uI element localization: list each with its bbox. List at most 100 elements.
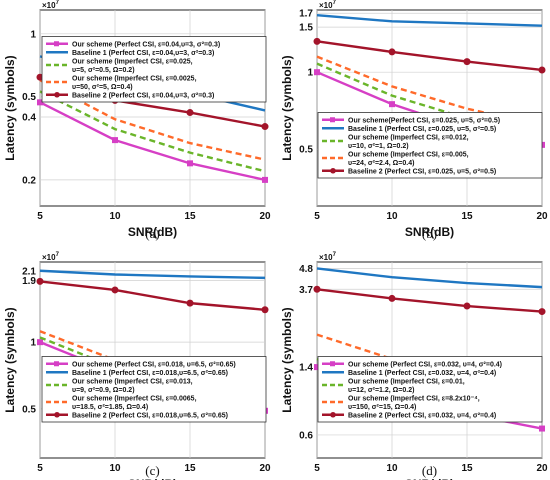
series-point-5 (111, 286, 119, 294)
x-axis-label: SNR(dB) (405, 225, 454, 239)
legend-entry-4: Our scheme (Imperfect CSI, ε=0.005, (348, 152, 469, 159)
legend-entry-5: Baseline 2 (Perfect CSI, ε=0.032, υ=4, σ… (348, 413, 496, 420)
series-point-5 (463, 302, 471, 310)
legend-entry-3: Our scheme (Imperfect CSI, ε=0.01, (348, 379, 465, 386)
series-point-5 (261, 123, 269, 131)
legend-entry-3: υ=5, σ²=0.5, Ω=0.2) (72, 67, 135, 74)
x-tick-label: 15 (461, 463, 473, 474)
legend-entry-2: Baseline 1 (Perfect CSI, ε=0.025, υ=5, σ… (348, 126, 496, 133)
x-tick-label: 15 (461, 211, 473, 222)
x-axis-label: SNR(dB) (128, 225, 177, 239)
legend-marker (54, 411, 60, 418)
series-point-5 (538, 308, 546, 316)
legend-entry-1: Our scheme (Perfect CSI, ε=0.04,υ=3, σ²=… (72, 42, 220, 49)
legend-box (317, 112, 543, 179)
chart-panel-a: 5 10 15 20 0.2 0.4 0.5 1 ×107 SNR(dB) Latency (sym… (3, 0, 271, 241)
panel-caption: (b) (422, 226, 437, 241)
legend: Our scheme (Perfect CSI, ε=0.032, υ=4, σ… (317, 356, 543, 423)
panel-caption: (c) (145, 463, 159, 478)
series-point-5 (388, 294, 396, 302)
legend-marker (330, 361, 335, 367)
x-tick-label: 15 (184, 211, 196, 222)
legend-entry-4: Our scheme (Imperfect CSI, ε=8.2x10⁻⁴, (348, 396, 480, 403)
legend-box (41, 356, 267, 423)
x-tick-label: 5 (37, 211, 43, 222)
chart-panel-d: 5 10 15 20 0.6 1.4 3.7 4.8 ×107 SNR(dB) Latency (s… (280, 252, 548, 480)
legend-entry-5: Baseline 2 (Perfect CSI, ε=0.025, υ=5, σ… (348, 169, 496, 176)
series-line-2 (316, 14, 543, 27)
series-point-1 (112, 137, 118, 144)
series-line-5 (316, 288, 543, 313)
legend-entry-3: υ=10, σ²=1, Ω=0.2) (348, 143, 409, 150)
y-axis-label: Latency (symbols) (280, 307, 294, 412)
x-axis-label: SNR(dB) (128, 477, 177, 480)
y-tick-label: 1 (307, 68, 313, 79)
y-tick-label: 1.7 (299, 9, 313, 20)
legend: Our scheme(Perfect CSI, ε=0.025, υ=5, σ²… (317, 112, 543, 179)
x-tick-label: 5 (314, 211, 320, 222)
chart-panel-b: 5 10 15 20 0.5 1 1.5 1.7 ×107 SNR(dB) Latency (sym… (280, 0, 548, 241)
legend-marker (330, 117, 335, 123)
series-line-3 (39, 90, 266, 173)
legend-entry-4: Our scheme (Imperfect CSI, ε=0.0025, (72, 76, 197, 83)
series-point-5 (261, 306, 269, 314)
series-point-5 (388, 48, 396, 56)
series-point-1 (389, 101, 395, 108)
legend-entry-1: Our scheme (Perfect CSI, ε=0.018, υ=6.5,… (72, 362, 236, 369)
legend: Our scheme (Perfect CSI, ε=0.04,υ=3, σ²=… (41, 36, 267, 103)
panel-caption: (d) (422, 463, 437, 478)
series-point-1 (37, 339, 43, 346)
series-line-3 (316, 62, 543, 136)
y-tick-label: 1.4 (299, 363, 313, 374)
series-point-5 (36, 277, 44, 285)
y-tick-label: 1 (30, 29, 36, 40)
legend-entry-4: υ=18.5, σ²=1.85, Ω=0.4) (72, 404, 148, 411)
y-tick-label: 0.5 (22, 404, 36, 415)
legend: Our scheme (Perfect CSI, ε=0.018, υ=6.5,… (41, 356, 267, 423)
series-line-4 (316, 55, 543, 127)
chart-panel-c: 5 10 15 20 0.5 1 1.92.1 ×107 SNR(dB) Latency (sym… (3, 252, 271, 480)
x-axis-label: SNR(dB) (405, 477, 454, 480)
series-line-1 (39, 101, 266, 182)
x-tick-label: 20 (259, 211, 271, 222)
legend-entry-3: Our scheme (Imperfect CSI, ε=0.012, (348, 135, 469, 142)
series-point-1 (539, 425, 545, 432)
x-tick-label: 10 (386, 463, 398, 474)
x-tick-label: 5 (37, 463, 43, 474)
series-point-5 (186, 109, 194, 117)
y-tick-label: 0.6 (299, 430, 313, 441)
series-point-1 (314, 364, 320, 371)
legend-box (317, 356, 543, 423)
x-tick-label: 10 (109, 463, 121, 474)
y-tick-label: 1.5 (299, 23, 313, 34)
x-tick-label: 20 (536, 463, 548, 474)
x-tick-label: 20 (259, 463, 271, 474)
legend-entry-4: Our scheme (Imperfect CSI, ε=0.0065, (72, 396, 197, 403)
y-exponent-label: ×107 (42, 0, 60, 10)
y-tick-label: 2.1 (22, 266, 36, 277)
legend-marker (330, 411, 336, 418)
y-axis-label: Latency (symbols) (3, 307, 17, 412)
legend-entry-5: Baseline 2 (Perfect CSI, ε=0.018,υ=6.5, … (72, 413, 228, 420)
y-exponent-label: ×107 (319, 0, 337, 10)
legend-entry-4: υ=150, σ²=15, Ω=0.4) (348, 404, 416, 411)
legend-entry-4: υ=24, σ²=2.4, Ω=0.4) (348, 160, 414, 167)
series-line-4 (39, 330, 266, 400)
legend-entry-3: υ=12, σ²=1.2, Ω=0.2) (348, 387, 414, 394)
y-tick-label: 0.4 (22, 112, 36, 123)
y-tick-label: 1 (30, 338, 36, 349)
y-tick-label: 0.2 (22, 175, 36, 186)
series-point-5 (463, 58, 471, 66)
legend-marker (54, 41, 59, 47)
legend-marker (330, 167, 336, 174)
series-line-5 (316, 40, 543, 72)
x-tick-label: 10 (386, 211, 398, 222)
series-line-3 (39, 336, 266, 407)
series-point-5 (313, 37, 321, 45)
x-tick-label: 20 (536, 211, 548, 222)
series-line-5 (39, 280, 266, 311)
legend-entry-1: Our scheme(Perfect CSI, ε=0.025, υ=5, σ²… (348, 118, 500, 125)
y-tick-label: 0.5 (22, 92, 36, 103)
legend-box (41, 36, 267, 103)
